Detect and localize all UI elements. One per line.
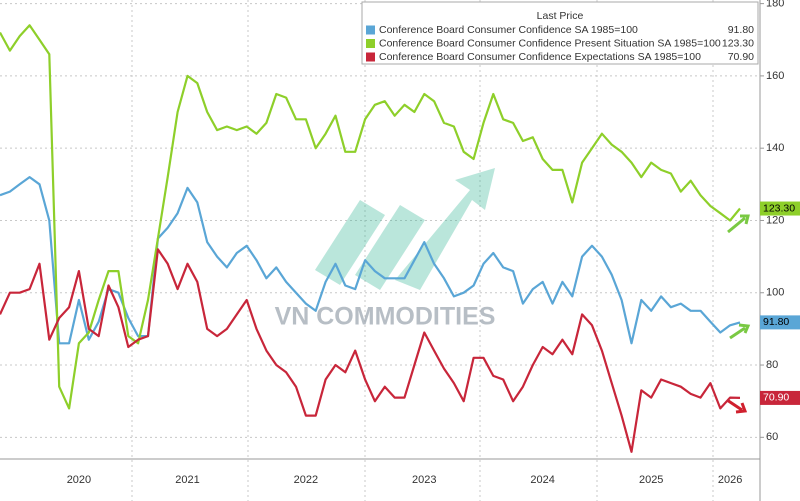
legend-last-price: 70.90 <box>728 51 754 63</box>
y-tick-label: 180 <box>766 0 784 10</box>
logo-arrow <box>395 168 495 290</box>
last-price-tag-label: 123.30 <box>763 202 795 214</box>
series-line <box>0 248 741 453</box>
trend-arrow <box>727 214 750 234</box>
x-tick-label: 2024 <box>530 474 554 486</box>
series-line <box>0 24 741 410</box>
legend-box <box>361 1 759 65</box>
legend-swatch <box>366 52 375 62</box>
legend: Last Price Conference Board Consumer Con… <box>361 1 759 65</box>
x-tick-label: 2020 <box>67 474 91 486</box>
x-tick-label: 2023 <box>412 474 436 486</box>
legend-label: Conference Board Consumer Confidence Pre… <box>379 37 721 49</box>
logo-stripe <box>315 200 385 285</box>
last-price-tag <box>760 390 800 405</box>
legend-swatch <box>366 39 375 48</box>
x-tick-label: 2022 <box>294 474 318 486</box>
y-tick-label: 120 <box>766 214 784 226</box>
watermark: VN COMMODITIES <box>275 303 496 331</box>
y-tick-label: 140 <box>766 142 784 154</box>
x-tick-label: 2021 <box>175 474 199 486</box>
y-tick-label: 60 <box>766 431 778 443</box>
legend-last-price: 123.30 <box>722 37 754 49</box>
legend-label: Conference Board Consumer Confidence SA … <box>379 24 638 36</box>
trend-arrow <box>729 323 751 340</box>
y-tick-label: 100 <box>766 287 784 299</box>
x-tick-label: 2026 <box>718 474 742 486</box>
y-tick-label: 160 <box>766 70 784 82</box>
last-price-tag-label: 70.90 <box>763 392 789 404</box>
legend-label: Conference Board Consumer Confidence Exp… <box>379 51 701 63</box>
last-price-tag-label: 91.80 <box>763 316 789 328</box>
legend-title: Last Price <box>537 10 584 22</box>
x-tick-label: 2025 <box>639 474 663 486</box>
legend-last-price: 91.80 <box>728 24 754 36</box>
last-price-tag <box>760 315 800 330</box>
last-price-tag <box>760 201 800 216</box>
trend-arrow <box>726 398 748 414</box>
legend-swatch <box>366 25 375 35</box>
y-tick-label: 80 <box>766 359 778 371</box>
